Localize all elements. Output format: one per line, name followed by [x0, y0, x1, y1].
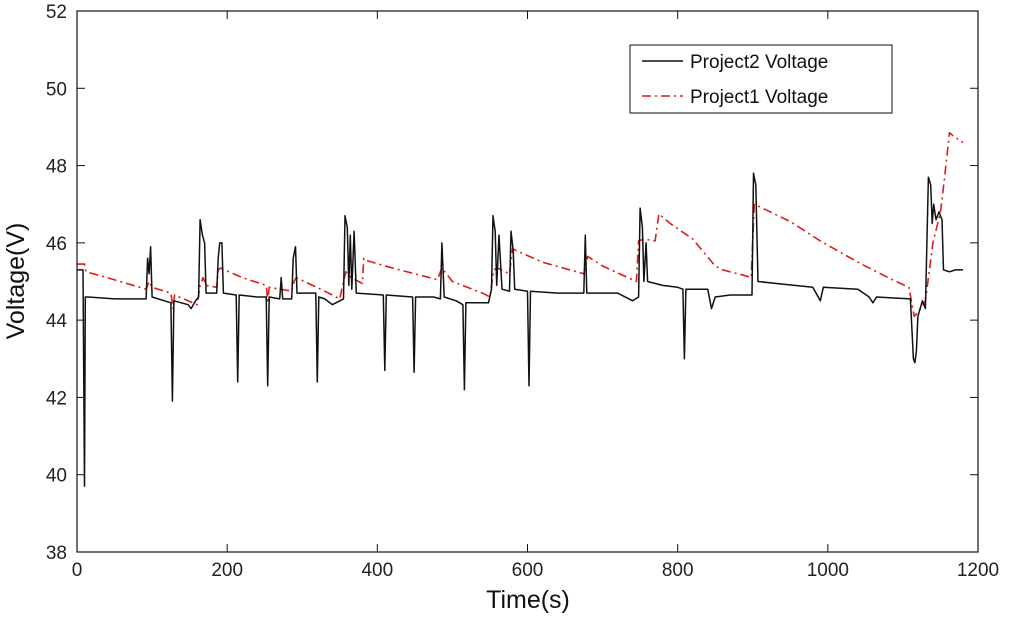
ticks-layer: 0 200 400 600 800 1000 1200 38 40 42 44 46 48 50 52: [46, 2, 999, 581]
y-tick-label-42: 42: [46, 388, 67, 409]
x-tick-label-0: 0: [72, 560, 83, 581]
y-tick-label-48: 48: [46, 157, 67, 178]
series-line-project2-voltage: [77, 172, 963, 488]
y-tick-label-46: 46: [46, 234, 67, 255]
legend-box: [629, 44, 893, 114]
y-tick-label-52: 52: [46, 2, 67, 23]
x-axis-title: Time(s): [486, 586, 570, 614]
plot-area-frame: [76, 10, 979, 553]
y-tick-label-40: 40: [46, 466, 67, 487]
legend-label-project1: Project1 Voltage: [690, 87, 828, 108]
legend-label-project2: Project2 Voltage: [690, 52, 828, 73]
series-layer: [77, 131, 964, 488]
y-tick-label-38: 38: [46, 543, 67, 564]
y-axis-title: Voltage(V): [2, 223, 30, 340]
x-tick-label-800: 800: [662, 560, 694, 581]
x-tick-label-600: 600: [512, 560, 544, 581]
x-tick-label-1200: 1200: [957, 560, 999, 581]
x-tick-label-1000: 1000: [807, 560, 849, 581]
y-tick-label-44: 44: [46, 311, 68, 332]
y-tick-label-50: 50: [46, 79, 67, 100]
x-tick-label-400: 400: [361, 560, 393, 581]
series-line-project1-voltage: [77, 131, 964, 318]
x-tick-label-200: 200: [211, 560, 243, 581]
legend: Project2 Voltage Project1 Voltage: [629, 44, 893, 114]
